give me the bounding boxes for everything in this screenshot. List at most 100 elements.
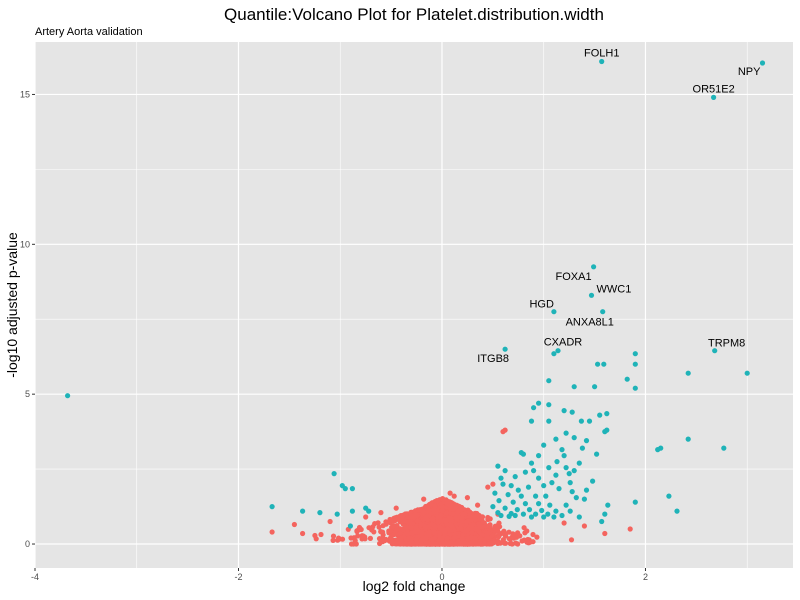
not-significant-point	[487, 540, 493, 547]
significant-point	[597, 412, 603, 418]
significant-point	[561, 453, 567, 459]
not-significant-point	[354, 528, 360, 535]
significant-point	[567, 480, 573, 486]
gene-label: NPY	[738, 66, 761, 78]
not-significant-point	[440, 504, 446, 510]
significant-point	[632, 351, 638, 357]
significant-point	[269, 504, 275, 510]
significant-point	[498, 512, 504, 519]
not-significant-point	[424, 540, 430, 546]
significant-point	[569, 489, 575, 495]
not-significant-point	[366, 525, 372, 531]
not-significant-point	[388, 535, 394, 541]
major-gridlines	[34, 42, 793, 568]
significant-point	[515, 487, 521, 493]
significant-point	[599, 58, 605, 65]
not-significant-point	[422, 515, 428, 522]
significant-point	[605, 502, 611, 508]
not-significant-point	[424, 503, 430, 510]
significant-point	[492, 490, 498, 496]
significant-point	[632, 361, 638, 367]
chart-subtitle: Artery Aorta validation	[35, 26, 143, 38]
not-significant-point	[415, 518, 421, 524]
x-tick-label: 2	[643, 572, 648, 582]
significant-point	[583, 438, 590, 444]
significant-point	[536, 501, 542, 507]
significant-point	[512, 474, 518, 480]
significant-point	[571, 384, 577, 390]
not-significant-point	[404, 525, 410, 531]
significant-point	[571, 468, 577, 474]
significant-point	[547, 502, 553, 508]
not-significant-point	[447, 490, 453, 496]
not-significant-points	[269, 427, 633, 547]
y-axis-label: -log10 adjusted p-value	[4, 232, 20, 378]
significant-point	[601, 361, 607, 367]
not-significant-point	[429, 536, 436, 543]
not-significant-point	[330, 533, 337, 539]
significant-point	[514, 507, 520, 513]
significant-point	[554, 459, 560, 465]
not-significant-point	[399, 513, 406, 519]
not-significant-point	[362, 536, 368, 542]
significant-point	[599, 518, 605, 525]
not-significant-point	[490, 481, 496, 487]
gene-label: TRPM8	[708, 338, 745, 350]
not-significant-point	[458, 526, 464, 532]
x-tick-label: -4	[31, 572, 39, 582]
significant-point	[581, 496, 588, 502]
not-significant-point	[479, 514, 486, 520]
significant-point	[592, 384, 598, 390]
not-significant-point	[408, 525, 414, 531]
significant-point	[567, 508, 573, 514]
significant-point	[520, 511, 527, 517]
not-significant-point	[393, 505, 399, 511]
not-significant-point	[469, 539, 476, 546]
not-significant-point	[397, 519, 403, 525]
not-significant-point	[475, 502, 481, 508]
not-significant-point	[391, 531, 397, 538]
not-significant-point	[382, 538, 388, 544]
significant-point	[588, 292, 595, 298]
not-significant-point	[386, 528, 392, 534]
not-significant-point	[291, 521, 297, 528]
significant-point	[508, 483, 514, 489]
significant-point	[543, 493, 549, 499]
not-significant-point	[397, 530, 403, 537]
significant-point	[553, 472, 559, 478]
not-significant-point	[526, 540, 532, 546]
gene-label: FOLH1	[584, 47, 619, 59]
not-significant-point	[448, 506, 454, 512]
plot-panel	[35, 42, 793, 568]
significant-point	[533, 511, 539, 517]
significant-point	[595, 361, 601, 367]
significant-point	[528, 460, 535, 466]
not-significant-point	[485, 514, 491, 521]
not-significant-point	[451, 493, 457, 499]
not-significant-point	[602, 530, 608, 537]
not-significant-point	[420, 535, 426, 542]
gene-label: ANXA8L1	[566, 317, 614, 329]
significant-point	[721, 445, 727, 451]
not-significant-point	[412, 529, 418, 535]
significant-point	[685, 370, 691, 376]
significant-point	[331, 471, 337, 477]
not-significant-point	[380, 523, 386, 529]
significant-point	[536, 453, 542, 459]
not-significant-point	[508, 540, 514, 547]
not-significant-point	[351, 535, 357, 541]
not-significant-point	[431, 522, 437, 528]
significant-point	[300, 508, 306, 514]
gene-label: ITGB8	[477, 353, 509, 365]
significant-point	[566, 471, 572, 477]
significant-point	[65, 393, 71, 399]
significant-point	[602, 429, 608, 435]
significant-point	[759, 60, 766, 66]
not-significant-point	[466, 509, 472, 515]
gene-label: OR51E2	[693, 83, 735, 95]
significant-point	[624, 376, 630, 382]
significant-point	[502, 346, 508, 352]
not-significant-point	[378, 529, 384, 535]
significant-point	[553, 436, 559, 442]
